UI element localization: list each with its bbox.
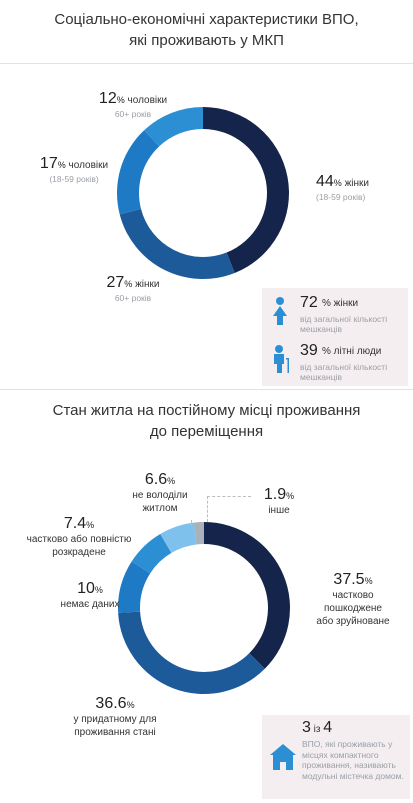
value-damaged: 37.5 bbox=[333, 571, 365, 588]
label-nohouse: 6.6% не володіли житлом bbox=[120, 471, 200, 515]
age-range: (18-59 років) bbox=[49, 174, 99, 184]
chart-title-2-line2: до переміщення bbox=[149, 423, 264, 440]
pct-sign: % bbox=[364, 576, 373, 586]
pct-sign: % bbox=[94, 585, 103, 595]
label-text: житлом bbox=[142, 503, 178, 514]
label-damaged: 37.5% частково пошкоджене або зруйноване bbox=[305, 571, 401, 628]
pct-sign: % bbox=[57, 160, 66, 170]
donut-slice-1 bbox=[203, 107, 290, 273]
leader-line bbox=[191, 520, 192, 526]
label-text: у придатному для bbox=[73, 714, 157, 725]
label-text: інше bbox=[268, 505, 290, 516]
donut-slice-6 bbox=[193, 522, 204, 545]
value-nohouse: 6.6 bbox=[144, 471, 168, 488]
pct-sign: % bbox=[124, 279, 133, 289]
label-livable: 36.6% у придатному для проживання стані bbox=[55, 695, 175, 739]
label-other: 1.9% інше bbox=[255, 486, 303, 517]
value-looted: 7.4 bbox=[63, 515, 87, 532]
category-women: жінки bbox=[132, 279, 160, 290]
info-item-elderly: 39 % літні люди від загальної кількості … bbox=[262, 342, 408, 382]
value-women-60: 27 bbox=[106, 274, 125, 291]
info-desc: від загальної кількості мешканців bbox=[300, 362, 388, 382]
chart-title-2-line1: Стан житла на постійному місці проживанн… bbox=[52, 402, 361, 419]
leader-line bbox=[207, 496, 208, 522]
pct-sign: % bbox=[333, 178, 342, 188]
donut-chart-demographics bbox=[117, 107, 290, 279]
category-women: жінки bbox=[341, 178, 369, 189]
divider bbox=[0, 389, 413, 390]
label-text: немає даних bbox=[60, 599, 120, 610]
age-range: 60+ років bbox=[114, 109, 152, 119]
label-text: не володіли bbox=[132, 490, 188, 501]
label-women-60: 27% жінки 60+ років bbox=[92, 274, 174, 303]
donut-slice-2 bbox=[118, 611, 265, 694]
label-text: проживання стані bbox=[74, 727, 156, 738]
chart-title-2: Стан житла на постійному місці проживанн… bbox=[0, 400, 413, 442]
value-women-18-59: 44 bbox=[316, 173, 334, 190]
leader-line bbox=[207, 496, 251, 497]
value-nodata: 10 bbox=[77, 580, 95, 597]
label-text: частково bbox=[332, 590, 374, 601]
woman-icon bbox=[273, 297, 287, 325]
info-label-women: % жінки bbox=[322, 298, 359, 309]
label-nodata: 10% немає даних bbox=[50, 580, 130, 611]
label-text: або зруйноване bbox=[316, 616, 390, 627]
label-women-18-59: 44% жінки (18-59 років) bbox=[316, 173, 369, 202]
info-box-modular-towns: 3 із 4 ВПО, які проживають у місцях комп… bbox=[262, 715, 410, 799]
label-men-18-59: 17% чоловіки (18-59 років) bbox=[30, 155, 118, 184]
pct-sign: % bbox=[116, 95, 125, 105]
value-other: 1.9 bbox=[263, 486, 287, 503]
value-men-18-59: 17 bbox=[39, 155, 58, 172]
age-range: 60+ років bbox=[114, 293, 152, 303]
info-ratio: 3 із 4 bbox=[302, 719, 332, 737]
info-box-residents: 72 % жінки від загальної кількості мешка… bbox=[262, 288, 408, 386]
donut-slice-5 bbox=[160, 522, 197, 553]
donut-slice-2 bbox=[119, 208, 235, 279]
chart-title-1: Соціально-економічні характеристики ВПО,… bbox=[0, 9, 413, 51]
pct-sign: % bbox=[167, 476, 176, 486]
donut-chart-housing bbox=[118, 522, 290, 694]
info-value-women: 72 bbox=[300, 294, 318, 311]
label-looted: 7.4% частково або повністю розкрадене bbox=[18, 515, 140, 559]
info-value-elderly: 39 bbox=[300, 342, 318, 359]
info-desc: від загальної кількості мешканців bbox=[300, 314, 388, 334]
info-ratio-separator: із bbox=[310, 724, 324, 735]
chart-title-1-line1: Соціально-економічні характеристики ВПО, bbox=[54, 11, 359, 28]
label-text: розкрадене bbox=[52, 547, 106, 558]
pct-sign: % bbox=[126, 700, 135, 710]
divider bbox=[0, 63, 413, 64]
donut-slice-3 bbox=[118, 561, 151, 613]
label-text: пошкоджене bbox=[324, 603, 382, 614]
info-label-elderly: % літні люди bbox=[322, 346, 382, 357]
label-text: частково або повністю bbox=[26, 534, 132, 545]
value-livable: 36.6 bbox=[95, 695, 127, 712]
info-item-women: 72 % жінки від загальної кількості мешка… bbox=[262, 294, 408, 334]
pct-sign: % bbox=[286, 491, 295, 501]
elderly-person-icon bbox=[274, 345, 289, 373]
pct-sign: % bbox=[86, 520, 95, 530]
value-men-60: 12 bbox=[98, 90, 117, 107]
info-ratio-denominator: 4 bbox=[323, 719, 333, 736]
donut-slice-3 bbox=[117, 130, 160, 215]
house-icon bbox=[270, 744, 296, 770]
category-men: чоловіки bbox=[65, 160, 109, 171]
donut-slice-4 bbox=[131, 533, 172, 574]
donut-slice-1 bbox=[204, 522, 290, 669]
age-range: (18-59 років) bbox=[316, 192, 366, 202]
info-desc: ВПО, які проживають у місцях компактного… bbox=[302, 739, 404, 781]
donut-slice-4 bbox=[144, 107, 203, 147]
chart-title-1-line2: які проживають у МКП bbox=[129, 32, 284, 49]
category-men: чоловіки bbox=[124, 95, 168, 106]
info-ratio-numerator: 3 bbox=[302, 719, 311, 736]
label-men-60: 12% чоловіки 60+ років bbox=[92, 90, 174, 119]
